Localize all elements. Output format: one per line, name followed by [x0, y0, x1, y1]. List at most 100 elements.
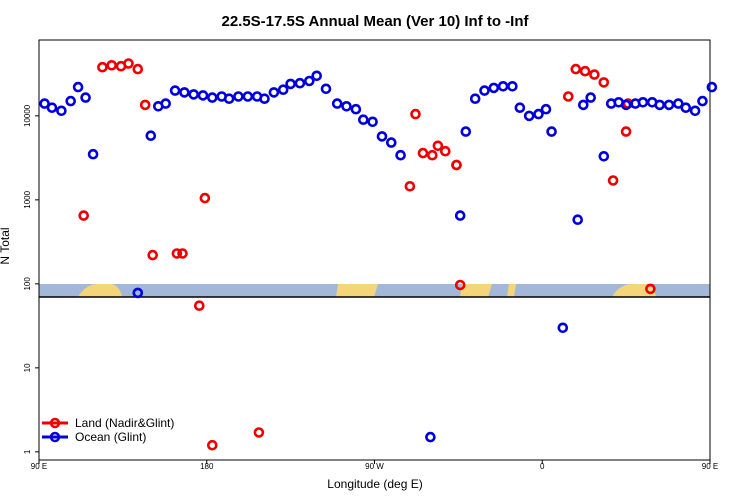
x-tick-label: 0 [540, 462, 545, 471]
land-point [426, 149, 438, 161]
x-tick-label: 90 W [365, 462, 384, 471]
ocean-point [637, 97, 649, 108]
series-land [78, 58, 656, 451]
ocean-point [454, 210, 466, 221]
legend-label-ocean: Ocean (Glint) [75, 430, 146, 444]
ocean-point [223, 93, 235, 104]
ocean-point [540, 103, 552, 115]
legend-item-land: Land (Nadir&Glint) [42, 416, 174, 430]
ocean-point [39, 98, 50, 109]
land-point [410, 108, 421, 120]
ocean-point [497, 81, 509, 92]
land-point [253, 427, 265, 438]
ocean-point [425, 431, 436, 443]
ocean-point [56, 105, 67, 117]
y-axis-label: N Total [0, 227, 12, 264]
ocean-point [523, 110, 535, 122]
map-strip [39, 284, 710, 297]
land-point [454, 279, 466, 291]
ocean-point [294, 77, 306, 89]
ocean-point [303, 75, 315, 87]
series-layer [39, 58, 718, 451]
ocean-point [207, 92, 218, 103]
x-axis: 90 E 180 90 W 0 90 E [31, 460, 718, 471]
ocean-point [654, 99, 666, 111]
ocean-point [169, 85, 181, 96]
x-axis-label: Longitude (deg E) [327, 477, 422, 491]
ocean-point [546, 126, 557, 137]
ocean-point [72, 81, 84, 93]
y-tick-label: 10000 [23, 104, 32, 127]
land-point [562, 91, 574, 102]
ocean-point [663, 99, 675, 111]
land-australia [78, 284, 122, 297]
land-point [97, 61, 108, 73]
ocean-point [507, 81, 518, 92]
y-tick-label: 1 [23, 449, 32, 454]
ocean-point [479, 85, 490, 96]
ocean-point [357, 114, 369, 125]
legend-marker-ocean [49, 431, 61, 443]
x-tick-label: 180 [200, 462, 214, 471]
ocean-point [533, 108, 544, 120]
ocean-point [341, 101, 352, 112]
land-point [177, 248, 188, 259]
land-point [123, 58, 134, 69]
ocean-point [572, 214, 584, 225]
chart-title: 22.5S-17.5S Annual Mean (Ver 10) Inf to … [221, 13, 529, 30]
y-tick-label: 10 [23, 363, 32, 372]
land-point [439, 145, 451, 157]
land-point [194, 300, 205, 312]
land-point [417, 147, 429, 159]
ocean-point [469, 93, 481, 104]
ocean-point [577, 99, 589, 111]
ocean-point [197, 90, 209, 101]
ocean-point [80, 92, 91, 103]
legend-marker-land [49, 417, 61, 429]
ocean-point [460, 126, 472, 137]
series-ocean [39, 70, 718, 443]
ocean-point [259, 93, 270, 104]
land-point [598, 77, 610, 88]
land-australia-repeat [612, 284, 656, 297]
land-africa [460, 284, 492, 297]
land-point [171, 248, 183, 259]
land-point [106, 60, 117, 71]
ocean-point [331, 98, 343, 109]
legend-item-ocean: Ocean (Glint) [42, 430, 146, 444]
x-tick-label: 90 E [31, 462, 47, 471]
land-point [78, 210, 89, 221]
ocean-point [188, 89, 199, 100]
land-point [199, 192, 211, 204]
land-point [589, 69, 600, 80]
land-point [451, 159, 462, 171]
land-point [139, 99, 151, 111]
ocean-point [620, 99, 632, 111]
ocean-point [598, 151, 610, 162]
land-point [607, 175, 619, 186]
ocean-point [689, 105, 701, 117]
land-point [645, 283, 656, 295]
ocean-point [285, 78, 296, 90]
ocean-point [367, 116, 378, 128]
ocean-point [557, 322, 569, 334]
ocean-point [350, 103, 362, 115]
ocean-point [268, 87, 280, 98]
ocean-point [277, 84, 289, 95]
land-point [404, 181, 416, 192]
ocean-point [311, 70, 323, 82]
ocean-point [697, 95, 708, 107]
ocean-point [160, 98, 171, 109]
ocean-point [680, 102, 692, 113]
ocean-point [132, 287, 144, 299]
ocean-point [488, 82, 500, 94]
land-point [570, 63, 582, 75]
plot-border [38, 39, 711, 461]
ocean-point [672, 98, 684, 109]
ocean-point [514, 102, 526, 113]
ocean-point [320, 83, 332, 95]
ocean-point [395, 149, 406, 161]
ocean-point [376, 131, 388, 142]
land-point [132, 63, 144, 75]
